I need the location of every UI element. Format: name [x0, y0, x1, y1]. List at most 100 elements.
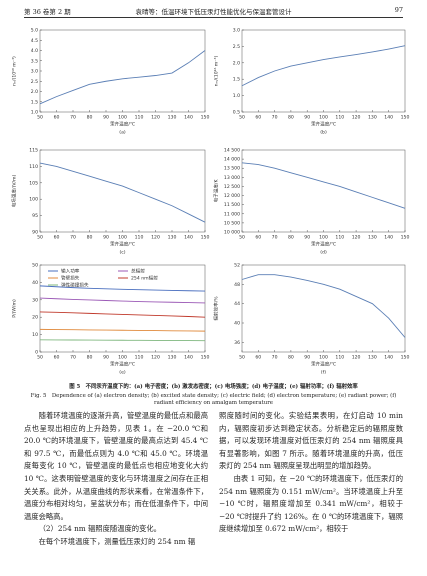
x-tick-label: 120 — [352, 235, 361, 241]
x-tick-label: 150 — [401, 115, 410, 121]
x-tick-label: 70 — [70, 235, 76, 241]
x-tick-label: 60 — [255, 355, 261, 361]
x-tick-label: 150 — [201, 235, 210, 241]
x-tick-label: 130 — [168, 355, 177, 361]
x-axis-label: 汞齐温度/℃ — [110, 121, 135, 128]
y-tick-label: 100 — [29, 197, 38, 203]
x-tick-label: 150 — [201, 115, 210, 121]
y-tick-label: 110 — [29, 164, 38, 170]
x-axis-label: 汞齐温度/℃ — [311, 361, 336, 368]
header-rule — [24, 17, 403, 18]
y-tick-label: 115 — [29, 148, 38, 154]
x-tick-label: 70 — [70, 115, 76, 121]
y-tick-label: 10 — [32, 332, 38, 338]
x-tick-label: 140 — [384, 235, 393, 241]
x-tick-label: 110 — [135, 355, 144, 361]
data-line — [39, 311, 206, 318]
x-tick-label: 110 — [335, 355, 344, 361]
subplot-label: (d) — [320, 250, 327, 256]
y-tick-label: 11 500 — [224, 202, 240, 208]
x-tick-label: 90 — [304, 235, 310, 241]
x-tick-label: 150 — [201, 355, 210, 361]
y-tick-label: 4.0 — [31, 48, 38, 54]
y-tick-label: 14 000 — [224, 157, 240, 163]
column-right: 照度随时间的变化。实验结果表明，在灯启动 10 min 内，辐照度初步达到稳定状… — [219, 410, 403, 576]
x-tick-label: 70 — [272, 235, 278, 241]
y-tick-label: 1.5 — [31, 99, 38, 105]
x-tick-label: 50 — [37, 115, 43, 121]
x-tick-label: 140 — [384, 355, 393, 361]
data-line — [39, 297, 206, 304]
x-axis-label: 汞齐温度/℃ — [110, 361, 135, 368]
data-line — [241, 162, 406, 209]
x-tick-label: 120 — [151, 235, 160, 241]
plot-frame — [39, 29, 206, 113]
y-axis-label: 辐射效率/% — [213, 296, 220, 321]
caption-en: Fig. 5 Dependence of (a) electron densit… — [30, 393, 397, 406]
plot-frame — [39, 149, 206, 233]
x-tick-label: 90 — [304, 355, 310, 361]
y-tick-label: 3.5 — [31, 58, 38, 64]
paragraph: 由表 1 可知，在 −20 ℃的环境温度下，低压汞灯的 254 nm 辐照度为 … — [219, 473, 403, 534]
x-tick-label: 120 — [352, 115, 361, 121]
x-tick-label: 110 — [335, 235, 344, 241]
y-tick-label: 0 — [35, 350, 38, 356]
y-tick-label: 3.0 — [31, 69, 38, 75]
y-tick-label: 50 — [32, 263, 38, 269]
y-tick-label: 1.0 — [233, 93, 240, 99]
y-tick-label: 2.0 — [233, 60, 240, 66]
x-axis-label: 汞齐温度/℃ — [110, 241, 135, 248]
x-axis-label: 汞齐温度/℃ — [311, 241, 336, 248]
x-tick-label: 50 — [37, 355, 43, 361]
paragraph: 在每个环境温度下，测量低压汞灯的 254 nm 辐 — [38, 536, 196, 546]
y-tick-label: 5.0 — [31, 28, 38, 34]
x-tick-label: 90 — [103, 235, 109, 241]
x-tick-label: 80 — [288, 355, 294, 361]
y-tick-label: 2.0 — [31, 89, 38, 95]
y-axis-label: 电子温度/K — [213, 179, 220, 203]
x-tick-label: 130 — [368, 355, 377, 361]
x-tick-label: 80 — [87, 235, 93, 241]
plot-frame — [241, 149, 406, 233]
data-line — [39, 162, 206, 223]
x-tick-label: 120 — [151, 355, 160, 361]
x-tick-label: 150 — [401, 235, 410, 241]
y-tick-label: 48 — [234, 282, 240, 288]
x-tick-label: 70 — [272, 355, 278, 361]
page-number: 97 — [394, 6, 403, 14]
data-line — [39, 339, 206, 342]
x-tick-label: 100 — [319, 355, 328, 361]
y-tick-label: 14 500 — [224, 148, 240, 154]
x-tick-label: 50 — [239, 235, 245, 241]
y-tick-label: 13 000 — [224, 175, 240, 181]
x-tick-label: 110 — [135, 235, 144, 241]
x-tick-label: 60 — [54, 355, 60, 361]
y-tick-label: 44 — [234, 301, 240, 307]
x-tick-label: 150 — [401, 355, 410, 361]
header-left: 第 36 卷第 2 期 — [24, 8, 71, 16]
x-tick-label: 140 — [384, 115, 393, 121]
x-tick-label: 60 — [255, 235, 261, 241]
subplot-label: (a) — [119, 130, 126, 136]
legend-label: 总辐射 — [131, 268, 145, 275]
x-tick-label: 100 — [319, 115, 328, 121]
x-tick-label: 100 — [118, 235, 127, 241]
legend-label: 输入功率 — [61, 268, 80, 275]
x-tick-label: 80 — [87, 355, 93, 361]
subplot-label: (b) — [320, 130, 327, 136]
caption-zh: 图 5 不同汞齐温度下的：(a) 电子密度；(b) 激发态密度；(c) 电场强度… — [69, 384, 358, 390]
data-line — [39, 328, 206, 332]
y-tick-label: 1.5 — [233, 77, 240, 83]
y-tick-label: 1.0 — [31, 110, 38, 116]
x-tick-label: 70 — [70, 355, 76, 361]
x-tick-label: 100 — [319, 235, 328, 241]
x-tick-label: 90 — [103, 355, 109, 361]
figure: 1.01.52.02.53.03.54.04.55.050 60 70 80 90 100… — [11, 28, 410, 376]
data-line — [241, 45, 406, 87]
x-tick-label: 80 — [87, 115, 93, 121]
paragraph: （2）254 nm 辐照度随温度的变化。 — [38, 524, 161, 534]
legend-label: 254 nm辐射 — [131, 275, 158, 282]
x-tick-label: 50 — [37, 235, 43, 241]
x-tick-label: 100 — [118, 355, 127, 361]
y-tick-label: 10 000 — [224, 230, 240, 236]
